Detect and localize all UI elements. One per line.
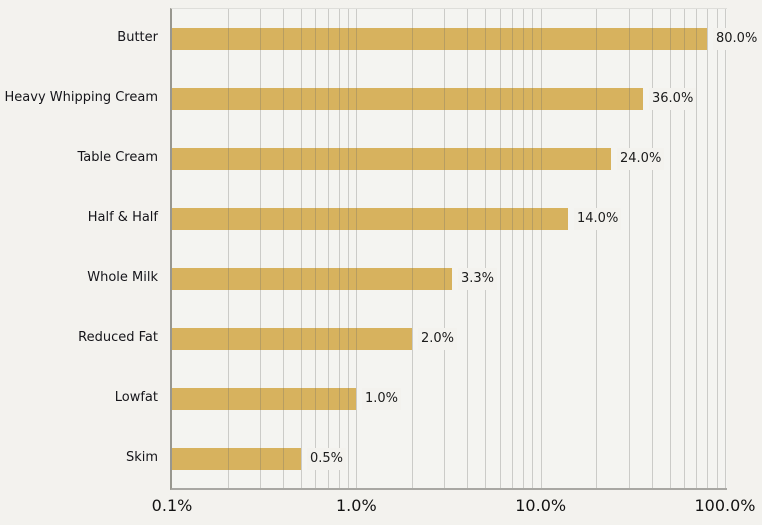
gridline <box>684 9 686 488</box>
gridline <box>485 9 487 488</box>
bar <box>172 148 611 170</box>
gridline <box>227 9 229 488</box>
bar <box>172 28 707 50</box>
gridline <box>522 9 524 488</box>
gridline <box>283 9 284 488</box>
bar-value-label: 2.0% <box>418 328 458 350</box>
bar-row: 80.0% <box>172 9 761 69</box>
gridline <box>512 9 514 488</box>
gridline <box>669 9 671 488</box>
gridline <box>467 9 469 488</box>
gridline <box>327 9 329 488</box>
gridlines-layer <box>172 9 727 488</box>
x-tick-label: 10.0% <box>515 496 567 515</box>
plot-area: 80.0% 36.0% 24.0% 14.0% 3.3% 2.0% 1.0% 0.5% <box>170 8 761 490</box>
x-tick-label: 0.1% <box>151 496 193 515</box>
bar-value-label: 36.0% <box>649 88 697 110</box>
gridline <box>716 9 718 488</box>
gridline <box>356 9 358 488</box>
gridline <box>596 9 598 488</box>
bar-value-label: 3.3% <box>458 268 498 290</box>
bar-value-label: 1.0% <box>362 388 402 410</box>
category-label: Reduced Fat <box>78 330 158 345</box>
category-label: Lowfat <box>114 390 158 405</box>
gridline <box>651 9 653 488</box>
gridline <box>300 9 302 488</box>
x-tick-label: 100.0% <box>694 496 756 515</box>
gridline <box>338 9 340 488</box>
bar-row: 3.3% <box>172 249 727 309</box>
bar-value-label: 0.5% <box>307 448 347 470</box>
bar <box>172 328 412 350</box>
bar-row: 0.5% <box>172 429 727 489</box>
category-label: Table Cream <box>77 150 158 165</box>
bar-row: 24.0% <box>172 129 727 189</box>
bar <box>172 208 568 230</box>
bar <box>172 88 643 110</box>
category-label: Whole Milk <box>87 270 158 285</box>
category-label: Heavy Whipping Cream <box>4 90 158 105</box>
gridline <box>707 9 709 488</box>
x-tick-label: 1.0% <box>336 496 377 515</box>
bar-value-label: 24.0% <box>617 148 665 170</box>
gridline <box>696 9 698 488</box>
category-label: Butter <box>117 30 158 45</box>
bar-rows: 80.0% 36.0% 24.0% 14.0% 3.3% 2.0% 1.0% 0.5% <box>172 9 761 489</box>
gridline <box>315 9 317 488</box>
bar <box>172 388 356 410</box>
category-label: Skim <box>125 450 158 465</box>
gridline <box>411 9 413 488</box>
gridline <box>347 9 349 488</box>
bar-value-label: 14.0% <box>574 208 622 230</box>
gridline <box>725 9 726 488</box>
bar-value-label: 80.0% <box>713 28 761 50</box>
bar-row: 14.0% <box>172 189 727 249</box>
gridline <box>540 9 542 488</box>
bar <box>172 448 301 470</box>
bar-row: 36.0% <box>172 69 727 129</box>
gridline <box>628 9 630 488</box>
category-axis: Butter Heavy Whipping Cream Table Cream Hal… <box>0 8 158 490</box>
gridline <box>259 9 261 488</box>
bar <box>172 268 452 290</box>
value-axis: 0.1% 1.0% 10.0% 100.0% <box>0 496 762 522</box>
gridline <box>444 9 446 488</box>
gridline <box>532 9 534 488</box>
gridline <box>499 9 501 488</box>
bar-row: 2.0% <box>172 309 727 369</box>
category-label: Half & Half <box>87 210 158 225</box>
bar-row: 1.0% <box>172 369 727 429</box>
